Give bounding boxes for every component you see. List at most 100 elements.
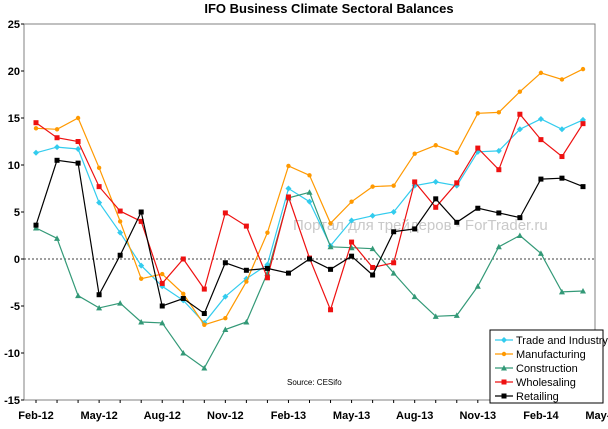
data-point <box>202 322 207 327</box>
data-point <box>117 229 124 236</box>
data-point <box>474 283 481 289</box>
series-retailing <box>33 157 586 317</box>
data-point <box>54 144 61 151</box>
x-axis: Feb-12 May-12 Aug-12 Nov-12 Feb-13 May-13 Aug-… <box>18 400 608 422</box>
data-point <box>495 243 502 250</box>
data-point <box>244 279 249 284</box>
data-point <box>501 351 507 357</box>
data-point <box>580 121 586 127</box>
data-point <box>538 176 544 182</box>
data-point <box>201 311 207 317</box>
data-point <box>33 149 39 156</box>
chart-title: IFO Business Climate Sectoral Balances <box>204 1 453 16</box>
data-point <box>538 70 544 76</box>
data-point <box>453 312 460 318</box>
y-tick-label: 0 <box>14 254 20 266</box>
data-point <box>75 139 81 144</box>
x-tick-label: May-12 <box>80 410 117 422</box>
data-point <box>138 218 144 224</box>
data-point <box>369 245 376 252</box>
data-point <box>517 215 523 221</box>
data-point <box>306 198 313 205</box>
data-point <box>96 304 103 311</box>
data-point <box>370 264 376 270</box>
data-point <box>160 271 165 277</box>
data-point <box>412 179 418 185</box>
data-point <box>54 235 61 241</box>
legend-label: Trade and Industry <box>516 335 608 347</box>
data-point <box>264 275 270 281</box>
data-point <box>96 292 102 298</box>
data-point <box>433 143 438 148</box>
data-point <box>411 293 418 300</box>
data-point <box>580 287 586 294</box>
data-point <box>117 208 123 214</box>
y-tick-label: -10 <box>4 348 20 360</box>
data-point <box>501 365 507 371</box>
data-point <box>75 146 82 153</box>
data-point <box>33 126 39 131</box>
data-point <box>495 147 502 154</box>
data-point <box>475 205 481 211</box>
x-tick-label: Aug-12 <box>144 410 181 422</box>
data-point <box>222 210 228 216</box>
x-tick-label: Feb-13 <box>271 410 306 422</box>
data-point <box>75 115 81 121</box>
data-point <box>117 300 124 306</box>
data-point <box>537 250 544 256</box>
data-point <box>201 286 207 292</box>
data-point <box>432 313 439 319</box>
data-point <box>265 230 270 235</box>
x-tick-label: May-14 <box>585 410 608 422</box>
y-tick-label: -15 <box>4 395 20 407</box>
data-point <box>516 232 523 238</box>
data-point <box>454 150 459 155</box>
legend-item-manufacturing: Manufacturing <box>495 349 586 361</box>
data-point <box>349 199 354 204</box>
data-point <box>75 292 82 299</box>
data-point <box>433 196 439 202</box>
data-point <box>496 167 502 173</box>
source-note: Source: CESifo <box>287 378 342 387</box>
data-point <box>138 276 144 281</box>
data-point <box>180 256 186 262</box>
legend-item-trade-and-industry: Trade and Industry <box>495 335 608 347</box>
watermark: Портал для трейдеров - ForTrader.ru <box>293 217 548 234</box>
data-point <box>559 175 565 181</box>
data-point <box>201 365 208 371</box>
y-axis: -15 -10 -5 0 5 10 15 20 25 <box>4 19 24 407</box>
data-point <box>307 256 312 262</box>
x-tick-label: Feb-12 <box>18 410 53 422</box>
data-point <box>433 204 439 210</box>
data-point <box>412 151 417 156</box>
y-tick-label: 10 <box>8 160 20 172</box>
data-point <box>349 239 355 245</box>
data-point <box>454 219 460 225</box>
data-point <box>181 291 186 296</box>
data-point <box>222 326 229 332</box>
data-point <box>286 163 291 169</box>
data-point <box>349 253 355 259</box>
data-point <box>454 180 460 186</box>
data-point <box>180 295 186 301</box>
data-point <box>96 199 103 206</box>
data-point <box>432 178 439 185</box>
data-point <box>264 265 270 271</box>
data-point <box>370 184 375 189</box>
data-point <box>580 184 586 190</box>
data-point <box>538 137 544 143</box>
data-point <box>348 217 355 224</box>
data-point <box>96 165 102 171</box>
data-point <box>306 189 313 195</box>
data-point <box>138 318 145 325</box>
data-point <box>391 229 397 235</box>
data-point <box>580 66 586 72</box>
data-point <box>412 226 418 232</box>
y-tick-label: 20 <box>8 66 20 78</box>
data-point <box>558 126 565 133</box>
data-point <box>117 219 123 224</box>
legend-label: Wholesaling <box>516 377 576 389</box>
data-point <box>33 120 39 126</box>
data-point <box>180 350 187 356</box>
